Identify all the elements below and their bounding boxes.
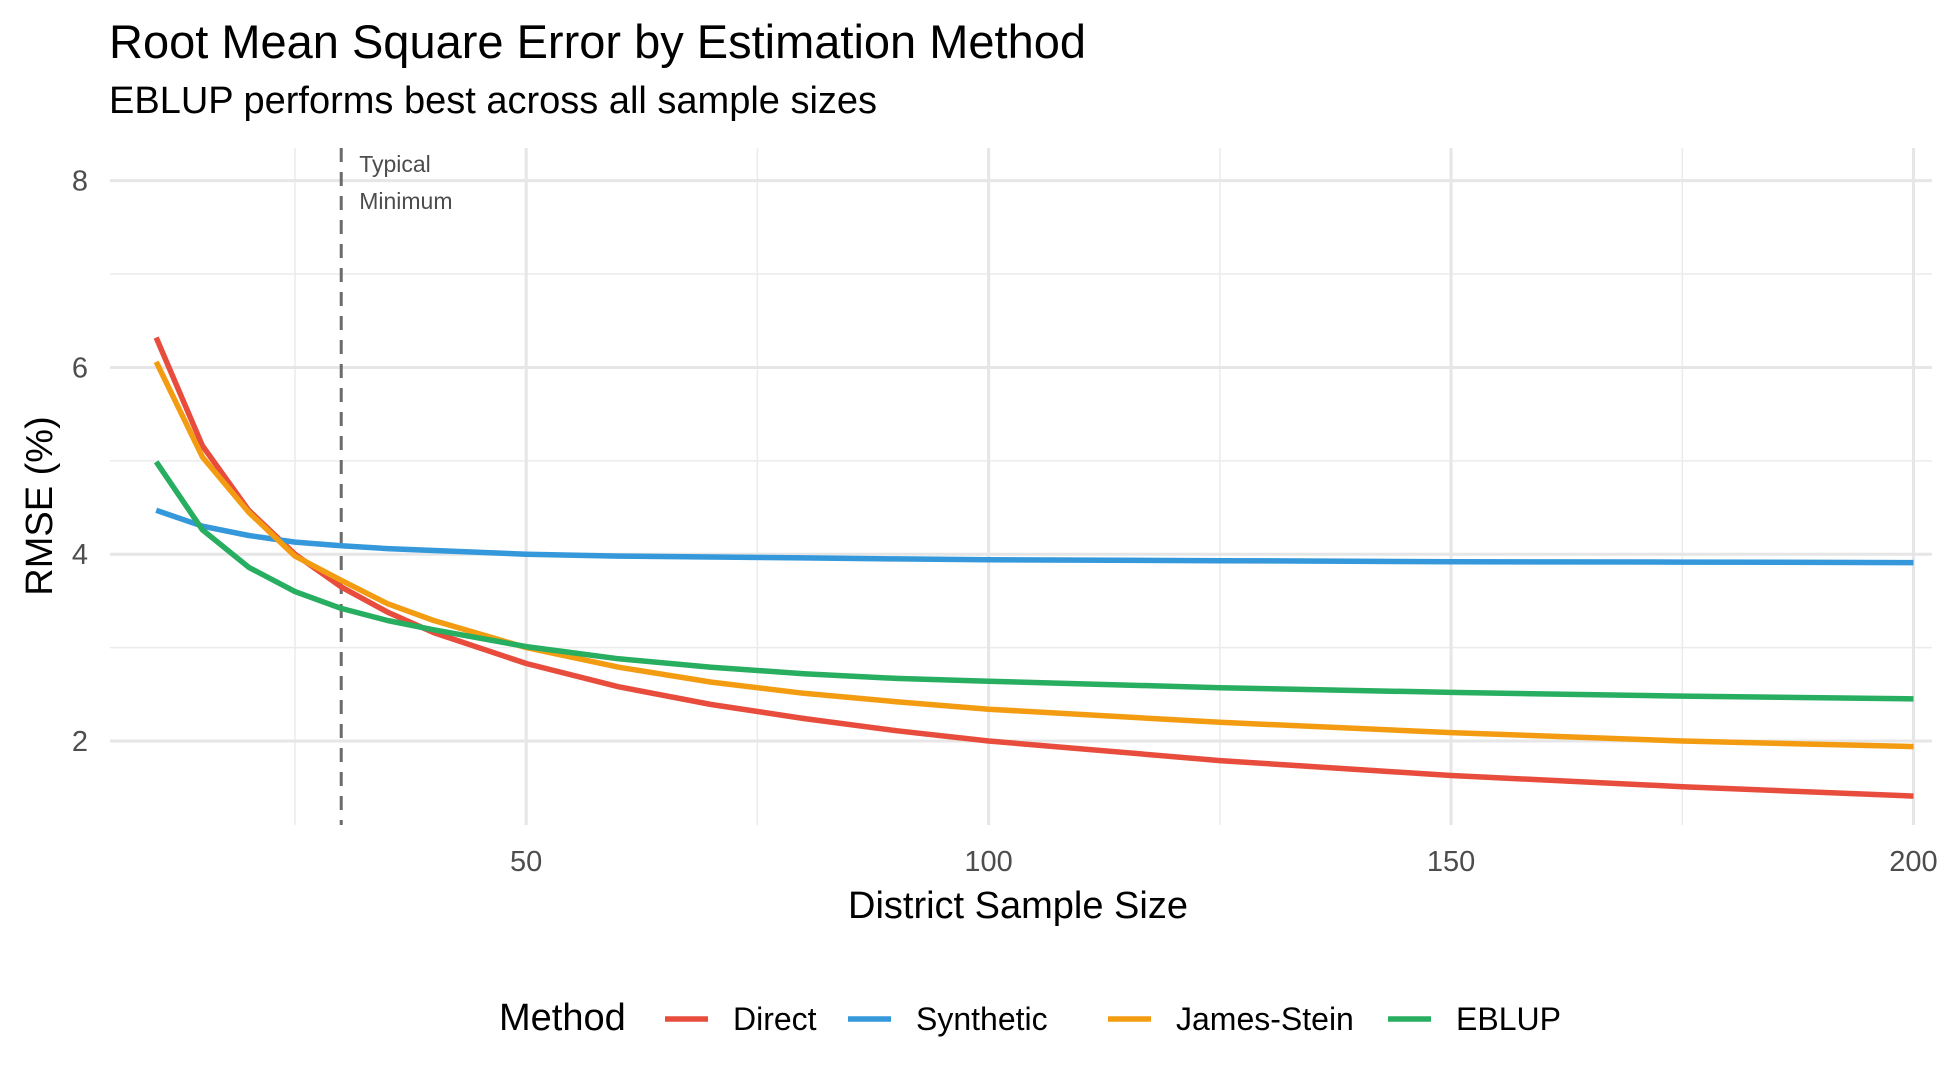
x-tick-labels: 50 100 150 200 <box>510 846 1938 878</box>
reference-line-group: Typical Minimum <box>339 148 452 825</box>
x-tick-label: 50 <box>510 846 542 878</box>
y-tick-label: 4 <box>72 539 88 571</box>
chart-title: Root Mean Square Error by Estimation Met… <box>109 15 1087 68</box>
reference-label-line1: Typical <box>359 151 431 177</box>
minor-gridlines <box>110 148 1932 825</box>
series-line-direct <box>153 336 1914 799</box>
y-tick-label: 2 <box>72 726 88 758</box>
legend-label-eblup: EBLUP <box>1456 1001 1561 1037</box>
y-tick-labels: 2 4 6 8 <box>72 166 88 758</box>
series-line-james-stein <box>153 360 1914 750</box>
x-tick-label: 200 <box>1889 846 1937 878</box>
x-tick-label: 150 <box>1427 846 1475 878</box>
y-tick-label: 6 <box>72 352 88 384</box>
major-gridlines <box>110 148 1932 825</box>
legend-title: Method <box>499 997 626 1039</box>
series-lines <box>153 336 1914 799</box>
y-tick-label: 8 <box>72 166 88 198</box>
series-line-eblup <box>153 460 1914 702</box>
chart-subtitle: EBLUP performs best across all sample si… <box>109 80 878 122</box>
legend-label-james-stein: James-Stein <box>1176 1001 1354 1037</box>
legend-label-direct: Direct <box>733 1001 817 1037</box>
legend: Method Direct Synthetic James-Stein EBLUP <box>499 997 1561 1039</box>
x-tick-label: 100 <box>964 846 1012 878</box>
legend-label-synthetic: Synthetic <box>916 1001 1048 1037</box>
y-axis-title: RMSE (%) <box>19 416 61 595</box>
x-axis-title: District Sample Size <box>848 885 1188 927</box>
reference-label-line2: Minimum <box>359 188 452 214</box>
